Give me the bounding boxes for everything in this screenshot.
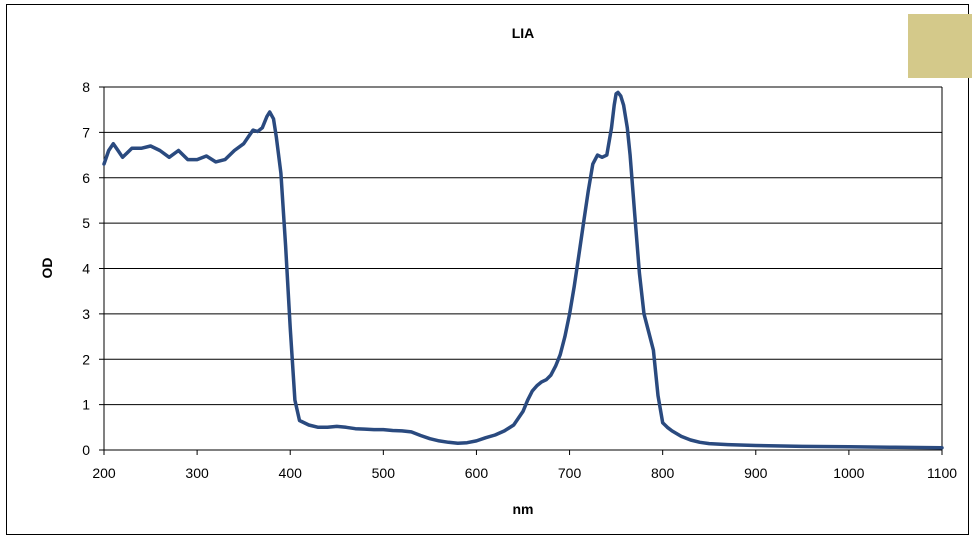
y-tick-label: 6 bbox=[82, 170, 90, 186]
series-line bbox=[102, 90, 944, 450]
x-tick-label: 1100 bbox=[927, 465, 957, 481]
x-tick-label: 300 bbox=[185, 465, 209, 481]
y-axis-title: OD bbox=[39, 258, 55, 279]
y-tick-label: 2 bbox=[82, 351, 90, 367]
x-tick-label: 500 bbox=[372, 465, 396, 481]
series bbox=[102, 90, 944, 450]
y-tick-label: 0 bbox=[82, 442, 90, 458]
x-tick-label: 700 bbox=[558, 465, 582, 481]
x-tick-label: 900 bbox=[744, 465, 768, 481]
chart-title: LIA bbox=[512, 25, 535, 41]
x-tick-label: 1000 bbox=[833, 465, 864, 481]
y-tick-label: 5 bbox=[82, 215, 90, 231]
grid bbox=[104, 86, 942, 451]
tick-labels: 0 1 2 3 4 5 6 7 8 200 300 400 500 600 700 800 900 1000 110… bbox=[82, 79, 957, 481]
color-swatch bbox=[908, 14, 972, 78]
x-tick-label: 800 bbox=[651, 465, 675, 481]
y-tick-label: 3 bbox=[82, 306, 90, 322]
x-tick-label: 400 bbox=[279, 465, 303, 481]
y-tick-label: 7 bbox=[82, 124, 90, 140]
x-axis-title: nm bbox=[513, 501, 534, 517]
y-tick-label: 8 bbox=[82, 79, 90, 95]
y-tick-label: 1 bbox=[82, 397, 90, 413]
axes bbox=[99, 86, 943, 455]
x-tick-label: 600 bbox=[465, 465, 489, 481]
x-tick-label: 200 bbox=[92, 465, 116, 481]
y-tick-label: 4 bbox=[82, 261, 90, 277]
